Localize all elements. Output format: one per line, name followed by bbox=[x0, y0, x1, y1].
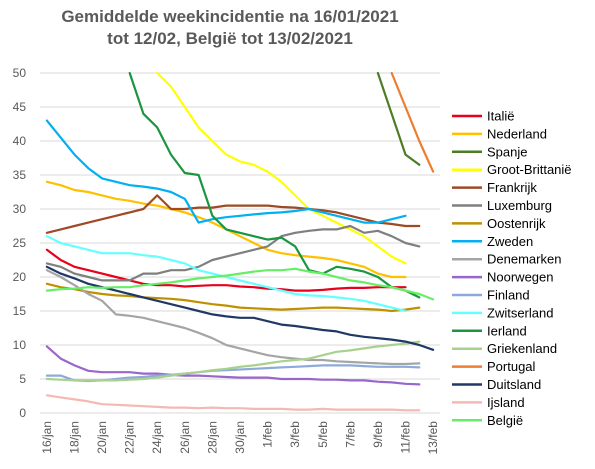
y-tick-label: 0 bbox=[19, 406, 26, 420]
legend-label: Luxemburg bbox=[487, 198, 552, 213]
x-tick-label: 16/jan bbox=[40, 421, 54, 454]
legend-label: Duitsland bbox=[487, 377, 541, 392]
x-tick-label: 5/feb bbox=[316, 421, 330, 448]
y-tick-label: 20 bbox=[13, 270, 27, 284]
legend-label: Frankrijk bbox=[487, 180, 537, 195]
y-tick-label: 40 bbox=[13, 134, 27, 148]
x-axis-tick-labels: 16/jan 18/jan 20/jan 22/jan 24/jan 26/jan 28/j… bbox=[40, 421, 440, 455]
series-line bbox=[156, 71, 407, 265]
series-line bbox=[45, 248, 407, 292]
x-tick-label: 26/jan bbox=[178, 421, 192, 454]
legend-label: Zweden bbox=[487, 234, 533, 249]
legend-label: Portugal bbox=[487, 359, 536, 374]
x-tick-label: 28/jan bbox=[205, 421, 219, 454]
series-line bbox=[45, 194, 421, 234]
series-line bbox=[128, 71, 421, 299]
chart-title: Gemiddelde weekincidentie na 16/01/2021 … bbox=[40, 6, 420, 50]
legend-label: Ierland bbox=[487, 323, 527, 338]
series-line bbox=[376, 71, 421, 166]
y-tick-label: 45 bbox=[13, 100, 27, 114]
legend-label: Italië bbox=[487, 109, 514, 124]
series-line bbox=[45, 265, 435, 351]
legend-label: Zwitserland bbox=[487, 305, 553, 320]
chart-title-line-1: Gemiddelde weekincidentie na 16/01/2021 bbox=[61, 7, 399, 26]
series-line bbox=[45, 269, 421, 366]
legend-label: Denemarken bbox=[487, 252, 561, 267]
x-tick-label: 7/feb bbox=[343, 421, 357, 448]
chart-title-line-2: tot 12/02, België tot 13/02/2021 bbox=[107, 29, 353, 48]
y-axis-tick-labels: 0 5 10 15 20 25 30 35 40 45 50 bbox=[13, 66, 27, 420]
x-tick-label: 22/jan bbox=[123, 421, 137, 454]
y-tick-label: 30 bbox=[13, 202, 27, 216]
series-line bbox=[45, 345, 421, 386]
y-tick-label: 35 bbox=[13, 168, 27, 182]
legend: Italië Nederland Spanje Groot-Brittanië Fran… bbox=[452, 109, 572, 428]
legend-label: Griekenland bbox=[487, 341, 557, 356]
series-lines bbox=[45, 71, 435, 412]
x-tick-label: 18/jan bbox=[67, 421, 81, 454]
y-tick-label: 50 bbox=[13, 66, 27, 80]
x-tick-label: 24/jan bbox=[150, 421, 164, 454]
legend-label: Oostenrijk bbox=[487, 216, 546, 231]
legend-label: Ijsland bbox=[487, 395, 525, 410]
y-tick-label: 25 bbox=[13, 236, 27, 250]
series-line bbox=[45, 235, 407, 313]
series-line bbox=[45, 224, 421, 282]
x-tick-label: 13/feb bbox=[426, 421, 440, 455]
x-tick-label: 3/feb bbox=[288, 421, 302, 448]
series-line bbox=[45, 394, 421, 412]
legend-label: Finland bbox=[487, 288, 530, 303]
series-line bbox=[45, 282, 421, 313]
series-line bbox=[45, 267, 435, 301]
y-tick-label: 10 bbox=[13, 338, 27, 352]
series-line bbox=[45, 340, 421, 382]
series-line bbox=[390, 71, 435, 173]
x-tick-label: 1/feb bbox=[261, 421, 275, 448]
x-tick-label: 30/jan bbox=[233, 421, 247, 454]
legend-label: Spanje bbox=[487, 144, 527, 159]
series-line bbox=[45, 119, 407, 224]
legend-label: Nederland bbox=[487, 126, 547, 141]
legend-label: België bbox=[487, 413, 523, 428]
x-tick-label: 20/jan bbox=[95, 421, 109, 454]
y-tick-label: 5 bbox=[19, 372, 26, 386]
y-tick-label: 15 bbox=[13, 304, 27, 318]
x-tick-label: 9/feb bbox=[371, 421, 385, 448]
legend-label: Noorwegen bbox=[487, 270, 554, 285]
legend-label: Groot-Brittanië bbox=[487, 162, 572, 177]
x-tick-label: 11/feb bbox=[399, 421, 413, 454]
gridlines bbox=[40, 72, 440, 414]
